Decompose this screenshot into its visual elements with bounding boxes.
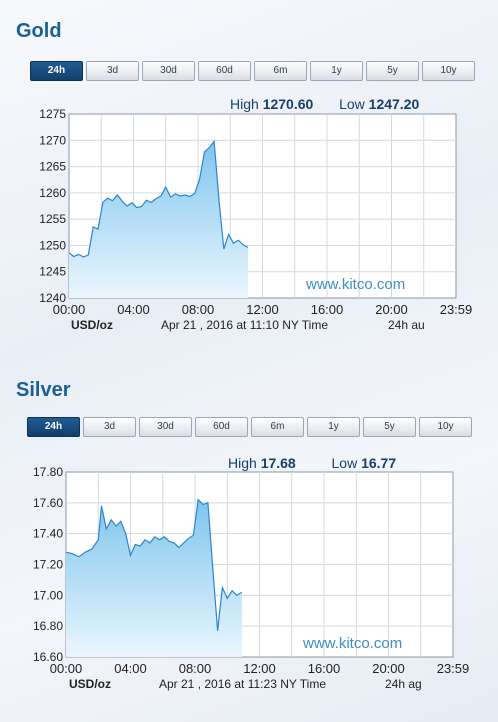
gold-y-tick-label: 1255 [39, 212, 66, 226]
silver-unit-label: USD/oz [69, 677, 111, 691]
gold-high-label: High [230, 96, 259, 112]
silver-price-chart: 17.80 17.60 17.40 17.20 17.00 16.80 16.6000:00… [33, 465, 470, 691]
gold-period-code: 24h au [388, 318, 425, 332]
gold-x-tick-label: 04:00 [117, 302, 150, 317]
gold-y-tick-label: 1270 [39, 133, 66, 147]
silver-timestamp: Apr 21 , 2016 at 11:23 NY Time [159, 677, 326, 691]
silver-tab-1y[interactable]: 1y [307, 417, 360, 437]
silver-tab-10y[interactable]: 10y [419, 417, 472, 437]
gold-x-tick-label: 00:00 [53, 302, 86, 317]
gold-tab-3d[interactable]: 3d [86, 61, 139, 81]
silver-tab-60d[interactable]: 60d [195, 417, 248, 437]
gold-y-tick-label: 1250 [39, 238, 66, 252]
silver-x-tick-label: 04:00 [114, 661, 147, 676]
gold-x-tick-label: 23:59 [440, 302, 473, 317]
silver-x-tick-label: 08:00 [179, 661, 212, 676]
silver-price-line [65, 498, 243, 631]
silver-y-tick-label: 16.60 [33, 650, 63, 664]
silver-x-tick-label: 20:00 [372, 661, 405, 676]
silver-tab-5y[interactable]: 5y [363, 417, 416, 437]
silver-price-area [66, 499, 242, 657]
gold-y-tick-label: 1240 [39, 291, 66, 305]
silver-x-tick-label: 16:00 [308, 661, 341, 676]
silver-y-tick-label: 17.20 [33, 558, 63, 572]
gold-title: Gold [16, 20, 62, 42]
gold-high-low: High 1270.60 Low 1247.20 [230, 96, 419, 112]
silver-high-value: 17.68 [260, 455, 296, 471]
silver-y-tick-label: 17.00 [33, 588, 63, 602]
gold-tab-30d[interactable]: 30d [142, 61, 195, 81]
gold-tab-24h[interactable]: 24h [30, 61, 83, 81]
gold-watermark: www.kitco.com [305, 276, 405, 293]
silver-x-tick-label: 00:00 [50, 661, 83, 676]
gold-y-tick-label: 1260 [39, 186, 66, 200]
gold-y-tick-label: 1265 [39, 160, 66, 174]
gold-y-tick-label: 1275 [39, 107, 66, 121]
gold-tab-10y[interactable]: 10y [422, 61, 475, 81]
silver-high-label: High [228, 455, 257, 471]
silver-high-low: High 17.68 Low 16.77 [228, 455, 396, 471]
gold-x-tick-label: 16:00 [311, 302, 344, 317]
gold-tab-1y[interactable]: 1y [310, 61, 363, 81]
silver-tab-24h[interactable]: 24h [27, 417, 80, 437]
gold-y-tick-label: 1245 [39, 265, 66, 279]
silver-watermark: www.kitco.com [302, 635, 402, 652]
silver-period-code: 24h ag [385, 677, 422, 691]
silver-low-label: Low [331, 455, 358, 471]
gold-tab-5y[interactable]: 5y [366, 61, 419, 81]
silver-x-tick-label: 12:00 [243, 661, 276, 676]
gold-price-area [69, 141, 248, 298]
gold-high-value: 1270.60 [262, 96, 314, 112]
silver-y-tick-label: 17.40 [33, 527, 63, 541]
gold-timestamp: Apr 21 , 2016 at 11:10 NY Time [161, 318, 328, 332]
silver-low-value: 16.77 [361, 455, 397, 471]
gold-x-tick-label: 20:00 [375, 302, 408, 317]
silver-tab-6m[interactable]: 6m [251, 417, 304, 437]
silver-y-tick-label: 17.80 [33, 465, 63, 479]
gold-unit-label: USD/oz [71, 318, 113, 332]
gold-x-tick-label: 12:00 [246, 302, 279, 317]
silver-range-tabs: 24h 3d 30d 60d 6m 1y 5y 10y [27, 417, 472, 437]
gold-tab-60d[interactable]: 60d [198, 61, 251, 81]
gold-low-value: 1247.20 [368, 96, 420, 112]
silver-tab-3d[interactable]: 3d [83, 417, 136, 437]
gold-price-line [68, 139, 249, 258]
gold-panel: Gold 24h 3d 30d 60d 6m 1y 5y 10y High 12… [0, 0, 498, 360]
gold-x-tick-label: 08:00 [182, 302, 215, 317]
silver-tab-30d[interactable]: 30d [139, 417, 192, 437]
gold-low-label: Low [339, 96, 365, 112]
gold-range-tabs: 24h 3d 30d 60d 6m 1y 5y 10y [30, 61, 475, 81]
silver-y-tick-label: 17.60 [33, 496, 63, 510]
silver-title: Silver [16, 379, 71, 401]
silver-x-tick-label: 23:59 [437, 661, 470, 676]
gold-tab-6m[interactable]: 6m [254, 61, 307, 81]
silver-panel: Silver 24h 3d 30d 60d 6m 1y 5y 10y High … [0, 360, 498, 720]
silver-y-tick-label: 16.80 [33, 619, 63, 633]
